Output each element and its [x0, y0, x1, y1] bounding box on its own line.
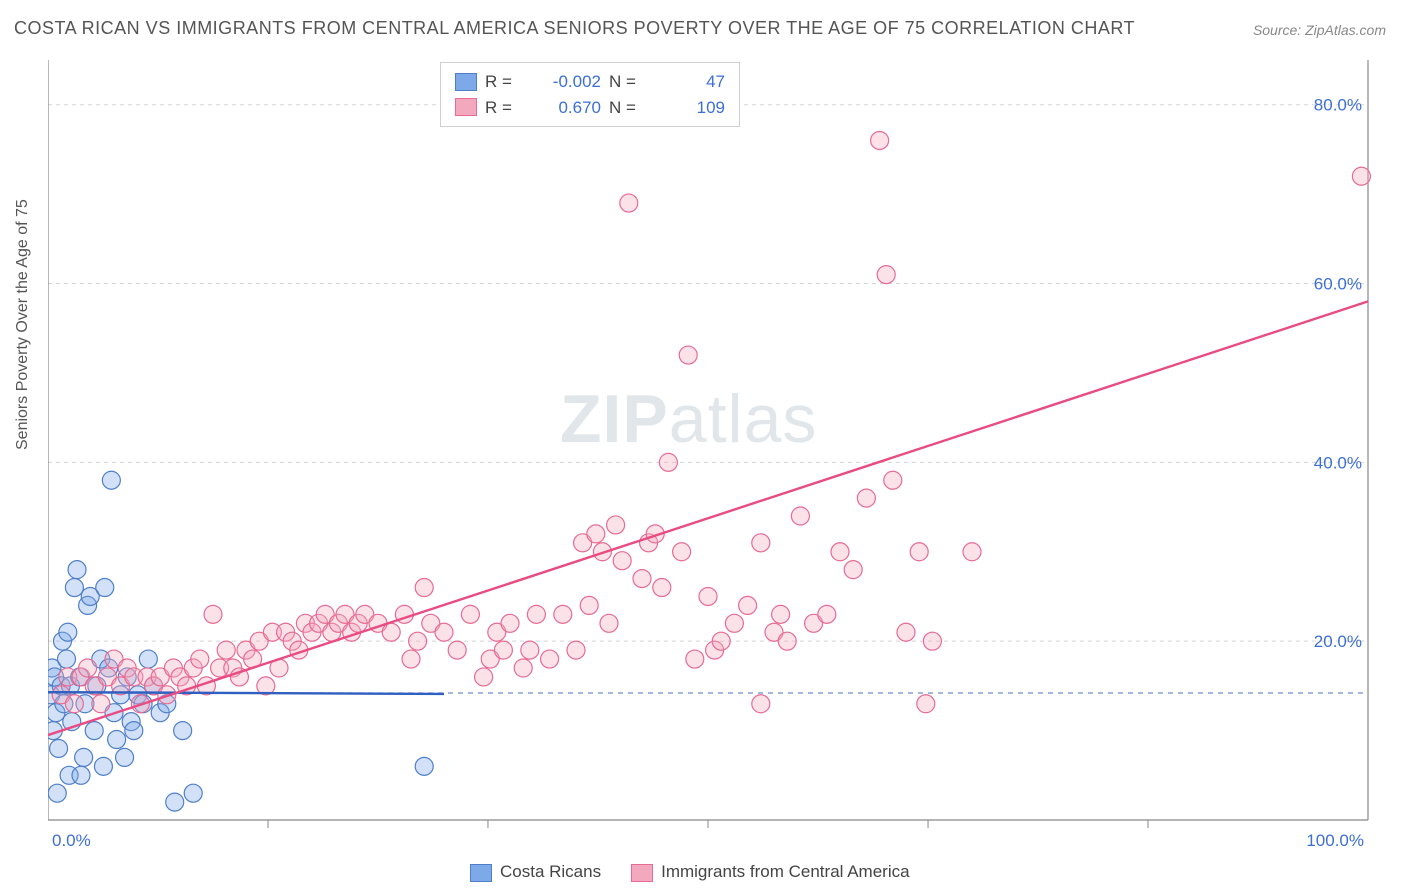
- legend-n-value: 47: [655, 69, 725, 95]
- legend-label: Immigrants from Central America: [661, 862, 909, 881]
- svg-text:40.0%: 40.0%: [1314, 453, 1362, 472]
- svg-text:80.0%: 80.0%: [1314, 96, 1362, 115]
- y-axis-label: Seniors Poverty Over the Age of 75: [14, 199, 32, 450]
- legend-n-value: 109: [655, 95, 725, 121]
- source-attribution: Source: ZipAtlas.com: [1253, 22, 1386, 38]
- chart-area: 20.0% 40.0% 60.0% 80.0% 0.0% 100.0%: [48, 60, 1388, 850]
- chart-title: COSTA RICAN VS IMMIGRANTS FROM CENTRAL A…: [14, 18, 1135, 39]
- series-legend: Costa Ricans Immigrants from Central Ame…: [470, 862, 910, 882]
- svg-text:0.0%: 0.0%: [52, 831, 91, 850]
- legend-swatch-blue: [455, 73, 477, 91]
- legend-r-label: R =: [485, 69, 523, 95]
- svg-text:100.0%: 100.0%: [1306, 831, 1364, 850]
- legend-item-pink: Immigrants from Central America: [631, 862, 909, 882]
- legend-swatch-blue: [470, 864, 492, 882]
- legend-row-pink: R = 0.670 N = 109: [455, 95, 725, 121]
- svg-text:60.0%: 60.0%: [1314, 275, 1362, 294]
- legend-r-value: 0.670: [531, 95, 601, 121]
- legend-item-blue: Costa Ricans: [470, 862, 601, 882]
- legend-n-label: N =: [609, 95, 647, 121]
- legend-swatch-pink: [631, 864, 653, 882]
- svg-text:20.0%: 20.0%: [1314, 632, 1362, 651]
- legend-r-label: R =: [485, 95, 523, 121]
- legend-n-label: N =: [609, 69, 647, 95]
- scatter-plot: 20.0% 40.0% 60.0% 80.0% 0.0% 100.0%: [48, 60, 1388, 850]
- legend-r-value: -0.002: [531, 69, 601, 95]
- legend-swatch-pink: [455, 98, 477, 116]
- legend-row-blue: R = -0.002 N = 47: [455, 69, 725, 95]
- legend-label: Costa Ricans: [500, 862, 601, 881]
- correlation-legend: R = -0.002 N = 47 R = 0.670 N = 109: [440, 62, 740, 127]
